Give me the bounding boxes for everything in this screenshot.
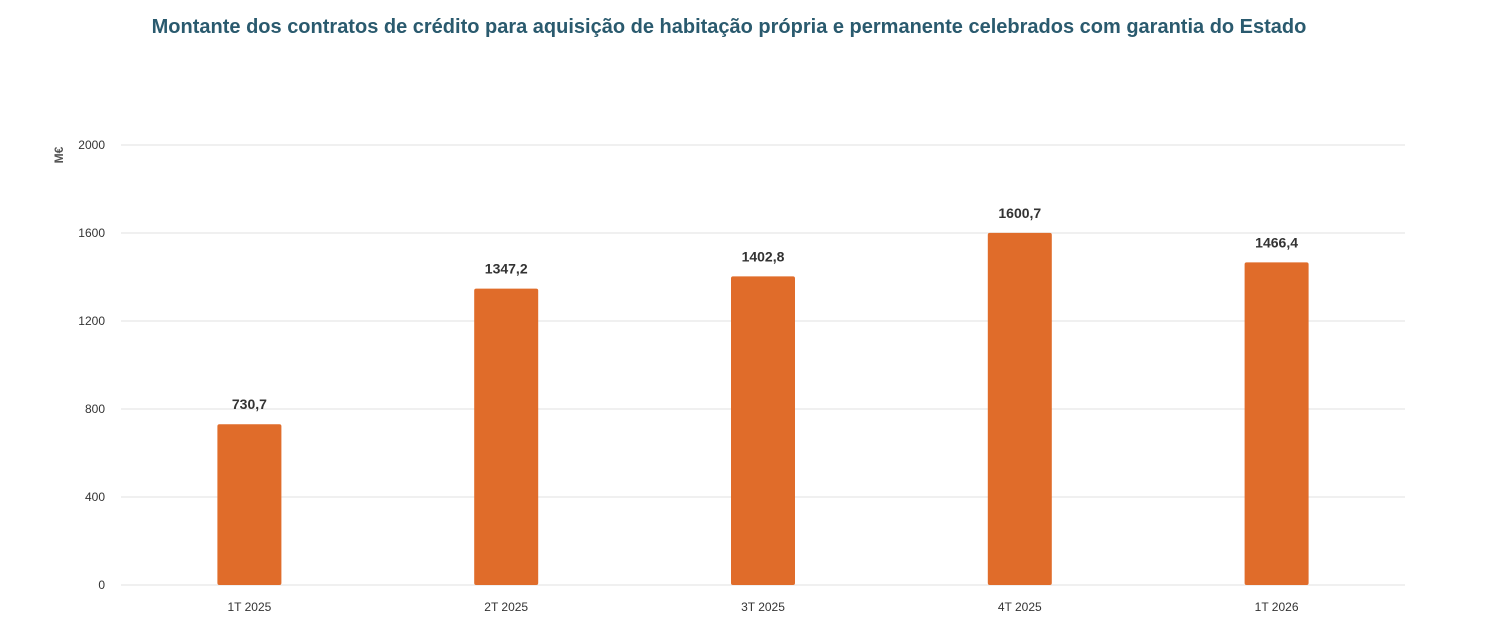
x-tick-label: 4T 2025 — [998, 600, 1042, 614]
chart-title: Montante dos contratos de crédito para a… — [151, 16, 1307, 38]
x-tick-label: 3T 2025 — [741, 600, 785, 614]
bar-value-label: 1466,4 — [1255, 234, 1298, 250]
bar-value-label: 1402,8 — [742, 248, 785, 264]
bars — [217, 232, 1309, 585]
y-tick-label: 0 — [98, 578, 105, 592]
bar — [217, 424, 282, 585]
bar-value-label: 1600,7 — [998, 205, 1041, 221]
bar — [731, 276, 795, 585]
y-axis-ticks: 0 400 800 1200 1600 2000 — [78, 138, 105, 592]
bar-value-label: 730,7 — [232, 396, 267, 412]
bar-value-label: 1347,2 — [485, 261, 528, 277]
x-axis-ticks: 1T 2025 2T 2025 3T 2025 4T 2025 1T 2026 — [227, 600, 1298, 614]
y-tick-label: 1200 — [78, 314, 105, 328]
y-tick-label: 1600 — [78, 226, 105, 240]
bar — [474, 288, 539, 585]
bar — [1244, 262, 1309, 585]
y-axis-label: M€ — [52, 146, 66, 163]
x-tick-label: 1T 2026 — [1255, 600, 1299, 614]
data-labels: 730,7 1347,2 1402,8 1600,7 1466,4 — [232, 205, 1298, 412]
bar — [987, 232, 1052, 585]
x-tick-label: 1T 2025 — [227, 600, 271, 614]
y-tick-label: 2000 — [78, 138, 105, 152]
y-tick-label: 400 — [85, 490, 105, 504]
x-tick-label: 2T 2025 — [484, 600, 528, 614]
y-tick-label: 800 — [85, 402, 105, 416]
